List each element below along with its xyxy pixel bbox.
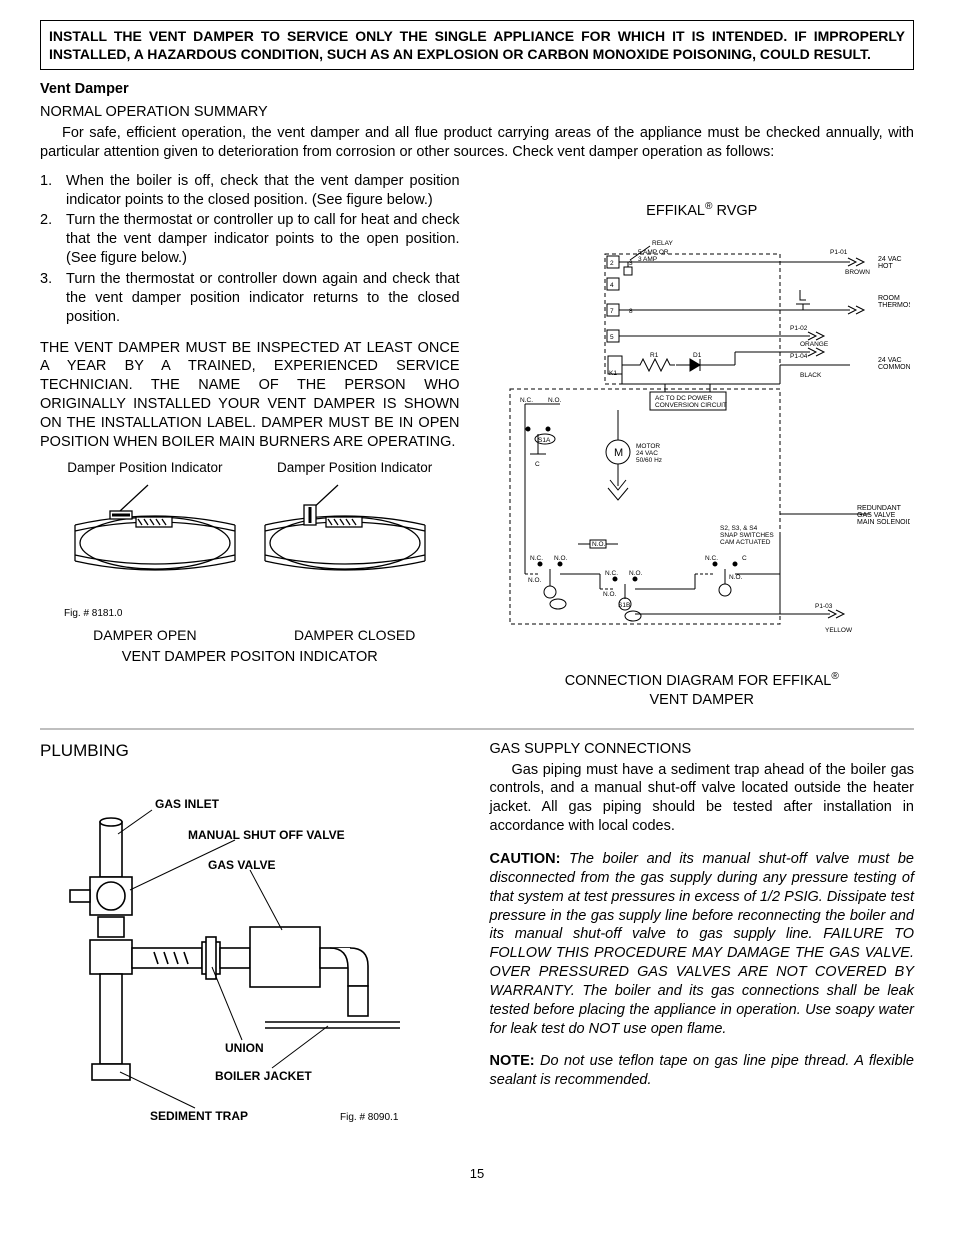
svg-text:24 VAC: 24 VAC <box>878 357 902 364</box>
damper-closed-label: DAMPER CLOSED <box>250 626 460 644</box>
operation-steps: 1.When the boiler is off, check that the… <box>40 172 460 327</box>
svg-text:N.C.: N.C. <box>705 555 718 562</box>
plumbing-title: PLUMBING <box>40 740 460 762</box>
svg-text:BOILER JACKET: BOILER JACKET <box>215 1069 312 1083</box>
install-warning-box: INSTALL THE VENT DAMPER TO SERVICE ONLY … <box>40 20 914 70</box>
svg-text:8: 8 <box>629 308 633 315</box>
svg-text:N.O.: N.O. <box>554 555 568 562</box>
svg-text:4: 4 <box>610 282 614 289</box>
svg-text:ROOM: ROOM <box>878 295 900 302</box>
plumbing-diagram: GAS INLET MANUAL SHUT OFF VALVE GAS VALV… <box>40 772 440 1152</box>
page-number: 15 <box>40 1166 914 1183</box>
svg-text:REDUNDANT: REDUNDANT <box>857 505 902 512</box>
svg-text:BROWN: BROWN <box>845 269 870 276</box>
svg-text:24 VAC: 24 VAC <box>636 450 658 457</box>
step-3: 3.Turn the thermostat or controller down… <box>40 270 460 327</box>
svg-text:BLACK: BLACK <box>800 372 822 379</box>
normal-op-subtitle: NORMAL OPERATION SUMMARY <box>40 103 914 122</box>
svg-text:7: 7 <box>610 308 614 315</box>
svg-text:ORANGE: ORANGE <box>800 341 829 348</box>
inspection-note: THE VENT DAMPER MUST BE INSPECTED AT LEA… <box>40 339 460 452</box>
connection-diagram-caption: CONNECTION DIAGRAM FOR EFFIKAL® VENT DAM… <box>490 670 914 710</box>
damper-label-top-left: Damper Position Indicator <box>40 460 250 476</box>
svg-text:N.C.: N.C. <box>520 397 533 404</box>
gas-supply-title: GAS SUPPLY CONNECTIONS <box>490 740 914 759</box>
svg-text:SEDIMENT TRAP: SEDIMENT TRAP <box>150 1109 248 1123</box>
damper-fig-number: Fig. # 8181.0 <box>64 607 460 620</box>
caution-paragraph: CAUTION: The boiler and its manual shut-… <box>490 850 914 1038</box>
svg-text:2: 2 <box>610 260 614 267</box>
svg-text:P1-01: P1-01 <box>830 249 848 256</box>
svg-text:RELAY: RELAY <box>652 240 673 247</box>
svg-text:N.O.: N.O. <box>603 591 617 598</box>
svg-text:3: 3 <box>629 260 633 267</box>
vent-damper-intro: For safe, efficient operation, the vent … <box>40 124 914 162</box>
damper-label-top-right: Damper Position Indicator <box>250 460 460 476</box>
vent-damper-title: Vent Damper <box>40 80 914 99</box>
svg-text:N.O.: N.O. <box>729 574 743 581</box>
gas-supply-body: Gas piping must have a sediment trap ahe… <box>490 761 914 836</box>
svg-text:SNAP SWITCHES: SNAP SWITCHES <box>720 532 774 539</box>
note-paragraph: NOTE: Do not use teflon tape on gas line… <box>490 1052 914 1090</box>
svg-text:P1-03: P1-03 <box>815 603 833 610</box>
svg-text:5 AMP OR: 5 AMP OR <box>638 249 669 256</box>
svg-text:3 AMP: 3 AMP <box>638 256 657 263</box>
svg-text:CAM ACTUATED: CAM ACTUATED <box>720 539 771 546</box>
svg-text:P1-02: P1-02 <box>790 325 808 332</box>
damper-position-diagram: Damper Position Indicator Damper Positio… <box>40 460 460 667</box>
svg-text:N.C.: N.C. <box>605 570 618 577</box>
svg-text:S1B: S1B <box>618 602 630 609</box>
svg-text:HOT: HOT <box>878 263 894 270</box>
svg-text:MANUAL SHUT OFF VALVE: MANUAL SHUT OFF VALVE <box>188 828 345 842</box>
step-1: 1.When the boiler is off, check that the… <box>40 172 460 210</box>
svg-text:GAS INLET: GAS INLET <box>155 797 220 811</box>
effikal-schematic: RELAY 5 AMP OR 3 AMP 2 3 4 7 8 5 P1-01 2… <box>490 234 910 654</box>
svg-text:N.O.: N.O. <box>592 541 606 548</box>
damper-open-label: DAMPER OPEN <box>40 626 250 644</box>
svg-text:GAS VALVE: GAS VALVE <box>208 858 276 872</box>
svg-text:MOTOR: MOTOR <box>636 443 660 450</box>
svg-text:S1A: S1A <box>538 437 551 444</box>
damper-caption: VENT DAMPER POSITON INDICATOR <box>40 648 460 667</box>
svg-text:AC TO DC POWER: AC TO DC POWER <box>655 395 712 402</box>
svg-text:Fig. # 8090.1: Fig. # 8090.1 <box>340 1112 399 1123</box>
effikal-title: EFFIKAL® RVGP <box>490 200 914 221</box>
svg-text:K1: K1 <box>609 370 617 377</box>
svg-text:C: C <box>742 555 747 562</box>
svg-text:GAS VALVE: GAS VALVE <box>857 512 896 519</box>
svg-text:YELLOW: YELLOW <box>825 627 853 634</box>
step-2: 2.Turn the thermostat or controller up t… <box>40 211 460 268</box>
svg-text:MAIN SOLENOID: MAIN SOLENOID <box>857 519 910 526</box>
svg-text:THERMOSTAT: THERMOSTAT <box>878 302 910 309</box>
svg-text:P1-04: P1-04 <box>790 353 808 360</box>
svg-text:N.C.: N.C. <box>530 555 543 562</box>
damper-svg <box>60 477 440 597</box>
svg-text:D1: D1 <box>693 352 702 359</box>
svg-text:C: C <box>535 461 540 468</box>
svg-text:COMMON: COMMON <box>878 364 910 371</box>
svg-text:UNION: UNION <box>225 1041 264 1055</box>
svg-text:S2, S3, & S4: S2, S3, & S4 <box>720 525 758 532</box>
svg-text:50/60 Hz: 50/60 Hz <box>636 457 662 464</box>
svg-text:M: M <box>614 447 623 459</box>
svg-text:5: 5 <box>610 334 614 341</box>
svg-text:CONVERSION CIRCUIT: CONVERSION CIRCUIT <box>655 402 727 409</box>
svg-text:N.O.: N.O. <box>528 577 542 584</box>
svg-text:R1: R1 <box>650 352 659 359</box>
section-divider <box>40 728 914 730</box>
svg-text:N.O.: N.O. <box>548 397 562 404</box>
svg-text:24 VAC: 24 VAC <box>878 256 902 263</box>
svg-text:N.O.: N.O. <box>629 570 643 577</box>
